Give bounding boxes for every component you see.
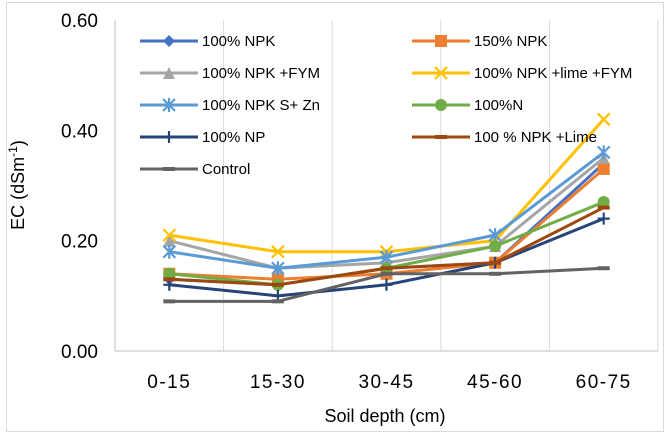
data-point [489, 271, 502, 276]
data-point [597, 196, 610, 209]
data-point [597, 212, 610, 225]
data-point [489, 240, 502, 253]
legend-swatch-marker [434, 66, 448, 80]
legend-label: 100% NPK [202, 33, 275, 50]
y-axis-title: EC (dSm-1) [6, 140, 28, 230]
data-point [162, 228, 177, 242]
legend-swatch-marker [163, 131, 175, 143]
legend-entry: 100 % NPK +Lime [412, 129, 597, 146]
y-axis-title-main: EC (dSm [8, 157, 28, 230]
chart-frame [6, 2, 664, 432]
data-point [597, 205, 610, 210]
legend-swatch-marker [163, 167, 175, 171]
data-point [597, 162, 610, 175]
legend-swatch-marker [163, 67, 175, 79]
y-tick-label: 0.00 [61, 342, 98, 363]
legend-layer: 100% NPK 150% NPK 100% NPK +FYM 100% NPK +l… [140, 33, 632, 178]
legend-entry: 100%N [412, 97, 523, 114]
data-point [163, 299, 176, 304]
data-point [271, 282, 284, 287]
data-point [596, 145, 611, 160]
data-point [163, 234, 176, 247]
data-point [163, 267, 176, 280]
series-9 [163, 266, 610, 304]
data-point [162, 244, 177, 259]
legend-swatch-marker [162, 98, 176, 112]
series-8 [163, 205, 610, 287]
data-point [380, 266, 393, 271]
x-axis-title: Soil depth (cm) [324, 406, 445, 426]
data-point [596, 112, 611, 127]
data-point [163, 277, 176, 282]
y-axis-title-close: ) [8, 140, 28, 146]
legend-entry: 100% NP [140, 129, 265, 146]
legend-swatch-marker [163, 35, 175, 47]
data-point [380, 271, 393, 276]
legend-label: 100% NPK S+ Zn [202, 97, 320, 114]
legend-label: 100%N [474, 97, 523, 114]
legend-label: 100% NPK +FYM [202, 65, 320, 82]
series-layer [162, 112, 611, 304]
data-point [489, 260, 502, 265]
x-tick-label: 15-30 [250, 372, 306, 393]
y-axis-title-sup: -1 [6, 146, 20, 157]
legend-label: 100% NPK +lime +FYM [474, 65, 632, 82]
legend-entry: 100% NPK +FYM [140, 65, 320, 82]
data-point [271, 299, 284, 304]
legend-entry: 100% NPK [140, 33, 275, 50]
y-tick-label: 0.60 [61, 11, 98, 32]
legend-label: 100 % NPK +Lime [474, 129, 597, 146]
legend-swatch-marker [435, 99, 447, 111]
legend-swatch-marker [435, 35, 447, 47]
y-tick-label: 0.40 [61, 121, 98, 142]
series-5 [162, 145, 611, 276]
legend-entry: 100% NPK +lime +FYM [412, 65, 632, 82]
x-tick-label: 45-60 [467, 372, 523, 393]
x-tick-label: 30-45 [358, 372, 414, 393]
legend-label: Control [202, 161, 250, 178]
data-point [380, 278, 393, 291]
x-tick-label: 60-75 [576, 372, 632, 393]
y-tick-label: 0.20 [61, 232, 98, 253]
axis-layer: 0.00 0.20 0.40 0.60 0-15 15-30 30-45 45-60 60-75 [61, 11, 658, 393]
legend-entry: 100% NPK S+ Zn [140, 97, 320, 114]
legend-entry: 150% NPK [412, 33, 547, 50]
data-point [488, 228, 502, 243]
legend-label: 100% NP [202, 129, 265, 146]
data-point [271, 261, 285, 276]
data-point [271, 244, 285, 259]
legend-swatch-marker [435, 135, 447, 139]
data-point [597, 266, 610, 271]
x-tick-label: 0-15 [147, 372, 191, 393]
legend-entry: Control [140, 161, 250, 178]
grid-layer [223, 20, 659, 351]
legend-label: 150% NPK [474, 33, 547, 50]
data-point [379, 250, 394, 265]
